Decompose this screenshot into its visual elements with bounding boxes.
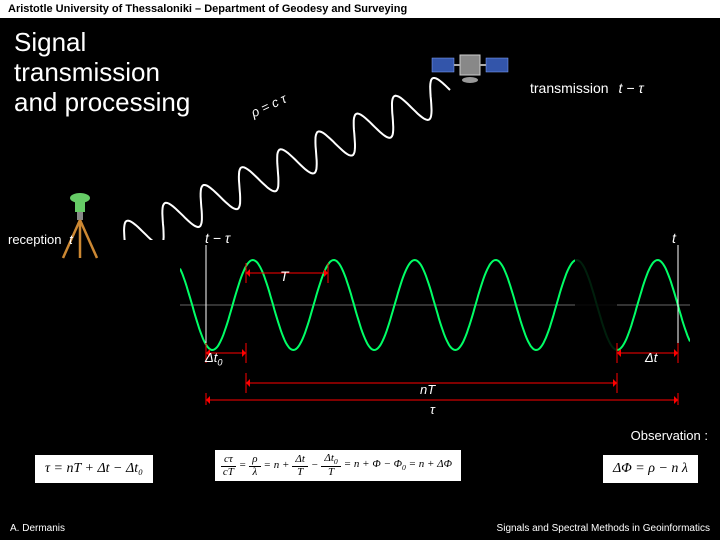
- observation-label: Observation :: [631, 428, 708, 443]
- dt-label: Δt: [645, 350, 657, 365]
- transmission-text: transmission: [530, 80, 609, 96]
- receiver-icon: [55, 190, 105, 260]
- reception-t: t: [69, 232, 73, 247]
- diagonal-wave: [80, 60, 480, 240]
- header-bar: Aristotle University of Thessaloniki – D…: [0, 0, 720, 18]
- reception-text: reception: [8, 232, 61, 247]
- nT-label: nT: [420, 382, 435, 397]
- tau-label: τ: [430, 402, 435, 417]
- sine-wave-panel: [180, 245, 690, 405]
- title-line-1: Signal: [14, 27, 86, 57]
- transmission-label: transmission t − τ: [530, 80, 644, 96]
- footer-author: A. Dermanis: [10, 523, 65, 534]
- reception-label: reception t: [8, 232, 73, 247]
- equation-left: τ = nT + Δt − Δt₀: [35, 455, 153, 483]
- footer-course: Signals and Spectral Methods in Geoinfor…: [497, 523, 710, 534]
- dt0-label: Δt0: [205, 350, 222, 368]
- t-minus-tau-sat: t − τ: [618, 80, 643, 96]
- period-T-label: T: [280, 268, 289, 284]
- equation-middle: cτ = ρ = n + Δt − Δt0 = n + Φ − Φ0 = n +…: [215, 450, 461, 481]
- sine-wave-svg: [180, 245, 690, 405]
- t-right-label: t: [672, 230, 676, 246]
- t-minus-tau-left: t − τ: [205, 230, 230, 246]
- equation-right: ΔΦ = ρ − n λ: [603, 455, 698, 483]
